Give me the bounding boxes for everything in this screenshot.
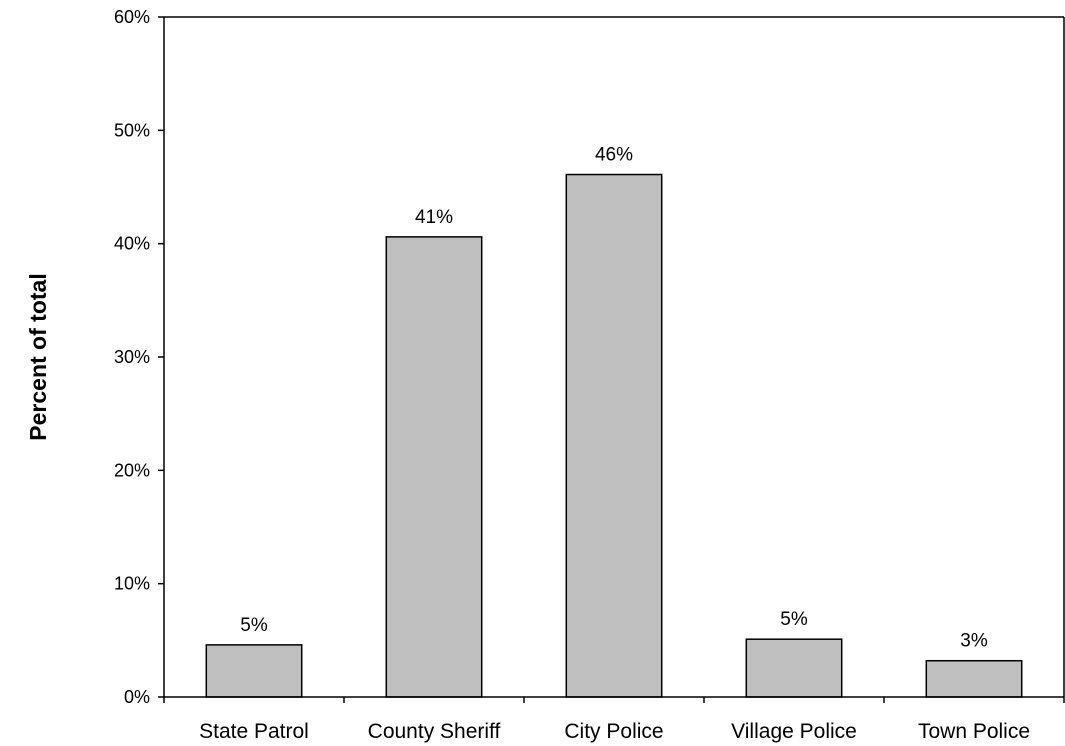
y-tick-label: 10% (114, 574, 150, 594)
x-tick-label: City Police (564, 720, 663, 743)
y-tick-label: 30% (114, 347, 150, 367)
bar-value-label: 41% (415, 207, 453, 228)
bar (385, 236, 483, 698)
bar-value-label: 3% (960, 631, 988, 652)
bar (925, 659, 1023, 698)
bar (745, 638, 843, 698)
x-tick-label: Town Police (918, 720, 1030, 743)
x-tick-label: State Patrol (199, 720, 309, 743)
y-axis-title: Percent of total (25, 273, 51, 440)
bar-value-label: 5% (240, 615, 268, 636)
plot-area (164, 16, 1065, 697)
y-tick-label: 0% (124, 687, 150, 707)
data-labels-group: 5% 41% 46% 5% 3% (240, 145, 988, 652)
bar-value-label: 46% (595, 145, 633, 166)
y-tick-label: 40% (114, 234, 150, 254)
x-tick-label: County Sheriff (368, 720, 501, 743)
y-tick-label: 20% (114, 460, 150, 480)
y-axis: 0% 10% 20% 30% 40% 50% 60% (114, 7, 165, 707)
bar-value-label: 5% (780, 609, 808, 630)
bar (565, 173, 663, 698)
y-tick-label: 50% (114, 120, 150, 140)
x-axis: State Patrol County Sheriff City Police Vil… (163, 696, 1065, 743)
x-tick-label: Village Police (731, 720, 857, 743)
bars-group (205, 173, 1023, 698)
bar (205, 644, 303, 698)
y-tick-label: 60% (114, 7, 150, 27)
